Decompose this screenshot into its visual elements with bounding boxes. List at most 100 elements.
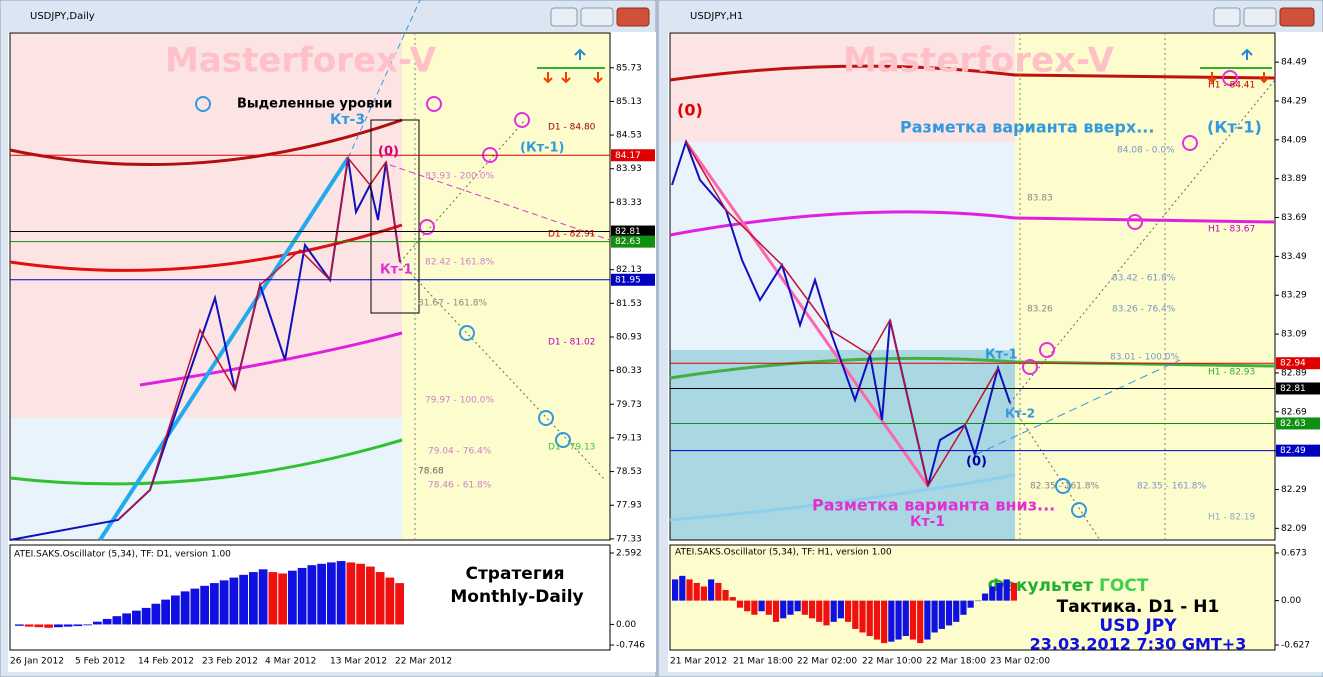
osc-bar xyxy=(953,600,960,622)
annotation: 82.42 - 161.8% xyxy=(425,258,494,268)
osc-bar xyxy=(239,574,248,625)
price-label: 83.93 xyxy=(616,164,642,174)
osc-bar xyxy=(54,624,63,628)
osc-tick-label: 2.592 xyxy=(616,549,642,559)
zone xyxy=(402,33,610,540)
osc-bar xyxy=(385,577,395,625)
osc-bar xyxy=(102,618,112,625)
osc-bar xyxy=(1003,579,1010,601)
annotation: H1 - 84.41 xyxy=(1208,81,1255,91)
osc-bar xyxy=(960,600,967,615)
price-label: 82.09 xyxy=(1281,524,1307,534)
annotation: Кт-2 xyxy=(1005,407,1035,421)
date-label: 23 Feb 2012 xyxy=(202,657,258,667)
osc-bar xyxy=(288,570,297,625)
annotation: D1 - 84.80 xyxy=(548,123,596,133)
date-label: 21 Mar 2012 xyxy=(670,657,727,667)
osc-bar xyxy=(268,572,278,625)
level-label: 81.95 xyxy=(615,275,641,285)
osc-bar xyxy=(1010,582,1017,601)
osc-bar xyxy=(141,607,151,625)
osc-bar xyxy=(327,562,336,625)
annotation: Выделенные уровни xyxy=(237,97,392,112)
annotation: 84.08 - 0.0% xyxy=(1117,146,1175,156)
annotation: Кт-3 xyxy=(330,112,365,128)
osc-bar xyxy=(823,600,830,626)
osc-bar xyxy=(736,600,744,608)
price-label: 84.49 xyxy=(1281,58,1307,68)
annotation: 78.68 xyxy=(418,467,444,477)
annotation: 83.93 - 200.0% xyxy=(425,172,494,182)
osc-bar xyxy=(229,577,239,625)
caption: Monthly-Daily xyxy=(450,587,583,607)
date-label: 14 Feb 2012 xyxy=(138,657,194,667)
window-buttons[interactable] xyxy=(550,7,1315,27)
annotation: (0) xyxy=(677,101,703,120)
caption: ГОСТ xyxy=(1099,576,1149,596)
osc-bar xyxy=(794,600,801,612)
osc-bar xyxy=(996,582,1003,601)
osc-bar xyxy=(700,586,708,601)
zone xyxy=(670,142,1015,350)
osc-bar xyxy=(210,583,219,625)
annotation: 82.35 - 161.8% xyxy=(1137,482,1206,492)
osc-bar xyxy=(249,572,258,625)
osc-tick-label: -0.627 xyxy=(1281,641,1310,651)
oscillator-label: ATEI.SAKS.Oscillator (5,34), TF: D1, ver… xyxy=(14,550,231,560)
date-label: 4 Mar 2012 xyxy=(265,657,316,667)
osc-bar xyxy=(981,593,989,601)
date-label: 23 Mar 02:00 xyxy=(990,657,1050,667)
osc-tick-label: 0.673 xyxy=(1281,549,1307,559)
annotation: 83.26 xyxy=(1027,305,1053,315)
osc-bar xyxy=(73,624,83,627)
level-tag xyxy=(611,235,655,248)
annotation: D1 - 82.91 xyxy=(548,230,595,240)
price-label: 83.29 xyxy=(1281,291,1307,301)
caption: USD JPY xyxy=(1099,616,1177,636)
zone xyxy=(1015,33,1275,540)
price-label: 83.49 xyxy=(1281,252,1307,262)
chart-border xyxy=(669,32,1276,541)
annotation: Masterforex-V xyxy=(165,41,437,81)
osc-bar xyxy=(852,600,859,629)
level-tag xyxy=(1276,357,1320,370)
level-label: 82.94 xyxy=(1280,359,1306,369)
price-label: 79.13 xyxy=(616,433,642,443)
osc-bar xyxy=(171,595,180,625)
annotation: 81.67 - 161.8% xyxy=(418,299,487,309)
level-label: 82.63 xyxy=(615,237,641,247)
price-label: 83.09 xyxy=(1281,330,1307,340)
level-label: 82.81 xyxy=(615,227,641,237)
osc-bar xyxy=(895,600,902,640)
osc-bar xyxy=(346,562,356,625)
chart-border xyxy=(9,32,611,541)
osc-bar xyxy=(917,600,924,644)
annotation: Кт-1 xyxy=(910,514,945,530)
osc-bar xyxy=(336,561,346,625)
osc-bar xyxy=(708,579,715,601)
annotation: (Кт-1) xyxy=(520,141,564,156)
osc-tick-label: -0.746 xyxy=(616,641,645,651)
date-label: 22 Mar 10:00 xyxy=(862,657,922,667)
annotation: 83.01 - 100.0% xyxy=(1110,353,1179,363)
price-label: 80.33 xyxy=(616,366,642,376)
price-label: 79.73 xyxy=(616,400,642,410)
osc-bar xyxy=(356,563,365,625)
osc-bar xyxy=(974,600,981,602)
osc-bar xyxy=(902,600,909,637)
osc-bar xyxy=(44,624,53,628)
osc-bar xyxy=(873,600,881,640)
caption: Факультет xyxy=(988,576,1094,596)
level-tag xyxy=(611,273,655,286)
annotation: Masterforex-V xyxy=(843,41,1115,81)
date-label: 22 Mar 2012 xyxy=(395,657,452,667)
osc-bar xyxy=(967,600,974,608)
osc-bar xyxy=(258,569,268,625)
osc-bar xyxy=(693,582,700,601)
annotation: Кт-1 xyxy=(380,263,413,278)
osc-bar xyxy=(112,616,122,625)
level-tag xyxy=(611,149,655,162)
osc-bar xyxy=(151,603,161,625)
oscillator-panel xyxy=(669,544,1276,651)
